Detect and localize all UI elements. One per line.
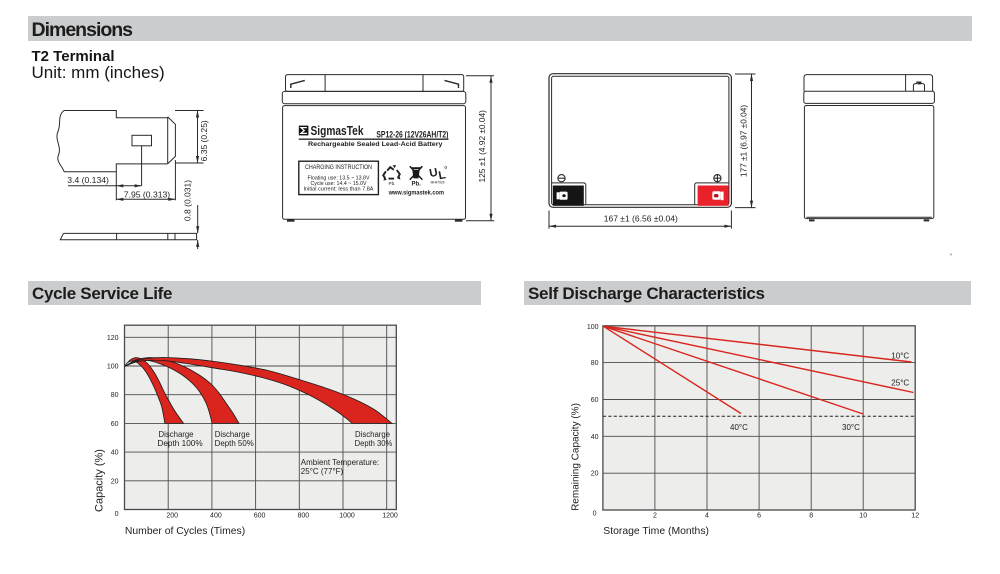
svg-text:177 ±1 (6.97 ±0.04): 177 ±1 (6.97 ±0.04) <box>738 105 748 178</box>
svg-text:100: 100 <box>587 324 599 331</box>
svg-text:40°C: 40°C <box>730 423 748 432</box>
svg-text:L: L <box>438 169 447 182</box>
svg-text:12: 12 <box>911 512 919 519</box>
svg-text:Discharge: Discharge <box>355 430 391 439</box>
svg-text:Capacity (%): Capacity (%) <box>94 449 106 512</box>
svg-text:120: 120 <box>107 335 119 342</box>
svg-text:Storage Time (Months): Storage Time (Months) <box>603 526 709 537</box>
svg-text:8: 8 <box>809 512 813 519</box>
svg-text:25°C (77°F): 25°C (77°F) <box>301 467 344 476</box>
svg-text:0.8 (0.031): 0.8 (0.031) <box>183 180 193 221</box>
svg-text:1200: 1200 <box>382 512 398 519</box>
svg-text:6: 6 <box>757 512 761 519</box>
svg-text:3.4 (0.134): 3.4 (0.134) <box>67 175 109 185</box>
svg-text:125 ±1 (4.92 ±0.04): 125 ±1 (4.92 ±0.04) <box>477 110 487 183</box>
svg-text:Depth 100%: Depth 100% <box>157 439 202 448</box>
svg-text:800: 800 <box>297 512 309 519</box>
svg-text:60: 60 <box>111 421 119 428</box>
svg-text:0: 0 <box>593 511 597 518</box>
svg-text:25°C: 25°C <box>891 379 909 388</box>
svg-text:2: 2 <box>653 512 657 519</box>
svg-text:400: 400 <box>210 512 222 519</box>
svg-text:6.35 (0.25): 6.35 (0.25) <box>199 120 209 161</box>
svg-text:www.sigmastek.com: www.sigmastek.com <box>388 189 444 196</box>
svg-text:1000: 1000 <box>339 512 355 519</box>
svg-text:Ambient Temperature:: Ambient Temperature: <box>301 458 379 467</box>
svg-text:SP12-26 (12V26AH/T2): SP12-26 (12V26AH/T2) <box>376 129 448 139</box>
svg-text:10: 10 <box>859 512 867 519</box>
svg-text:Pb.: Pb. <box>412 181 422 187</box>
svg-text:SigmasTek: SigmasTek <box>311 124 364 138</box>
svg-text:200: 200 <box>166 512 178 519</box>
svg-text:Initial current: less than 7.8: Initial current: less than 7.8A <box>304 187 374 193</box>
svg-text:Number of Cycles (Times): Number of Cycles (Times) <box>125 526 245 537</box>
svg-text:40: 40 <box>591 434 599 441</box>
svg-text:Cycle use: 14.4 ~ 15.0V: Cycle use: 14.4 ~ 15.0V <box>311 181 367 187</box>
svg-text:Floating use: 13.5 ~ 13.8V: Floating use: 13.5 ~ 13.8V <box>308 176 370 182</box>
svg-text:80: 80 <box>591 360 599 367</box>
svg-text:60: 60 <box>591 397 599 404</box>
svg-text:Depth 50%: Depth 50% <box>215 439 254 448</box>
svg-text:Discharge: Discharge <box>159 430 195 439</box>
svg-text:Pb.: Pb. <box>389 181 396 186</box>
svg-text:MH47929: MH47929 <box>431 180 445 184</box>
svg-text:4: 4 <box>705 512 709 519</box>
svg-text:Rechargeable Sealed Lead-Acid: Rechargeable Sealed Lead-Acid Battery <box>308 141 443 148</box>
svg-text:CHARGING INSTRUCTION: CHARGING INSTRUCTION <box>305 165 372 171</box>
svg-text:40: 40 <box>111 450 119 457</box>
svg-text:U: U <box>428 167 438 180</box>
svg-text:10°C: 10°C <box>891 352 909 361</box>
svg-text:100: 100 <box>107 364 119 371</box>
svg-text:0: 0 <box>115 511 119 518</box>
svg-text:600: 600 <box>254 512 266 519</box>
svg-text:Depth 30%: Depth 30% <box>355 439 393 448</box>
svg-text:Discharge: Discharge <box>215 430 251 439</box>
svg-text:20: 20 <box>111 478 119 485</box>
svg-text:7.95 (0.313): 7.95 (0.313) <box>124 190 170 200</box>
svg-text:30°C: 30°C <box>842 423 860 432</box>
svg-text:80: 80 <box>111 392 119 399</box>
svg-text:20: 20 <box>591 471 599 478</box>
svg-text:167 ±1 (6.56 ±0.04): 167 ±1 (6.56 ±0.04) <box>604 214 678 224</box>
svg-text:Remaining Capacity (%): Remaining Capacity (%) <box>571 403 582 511</box>
